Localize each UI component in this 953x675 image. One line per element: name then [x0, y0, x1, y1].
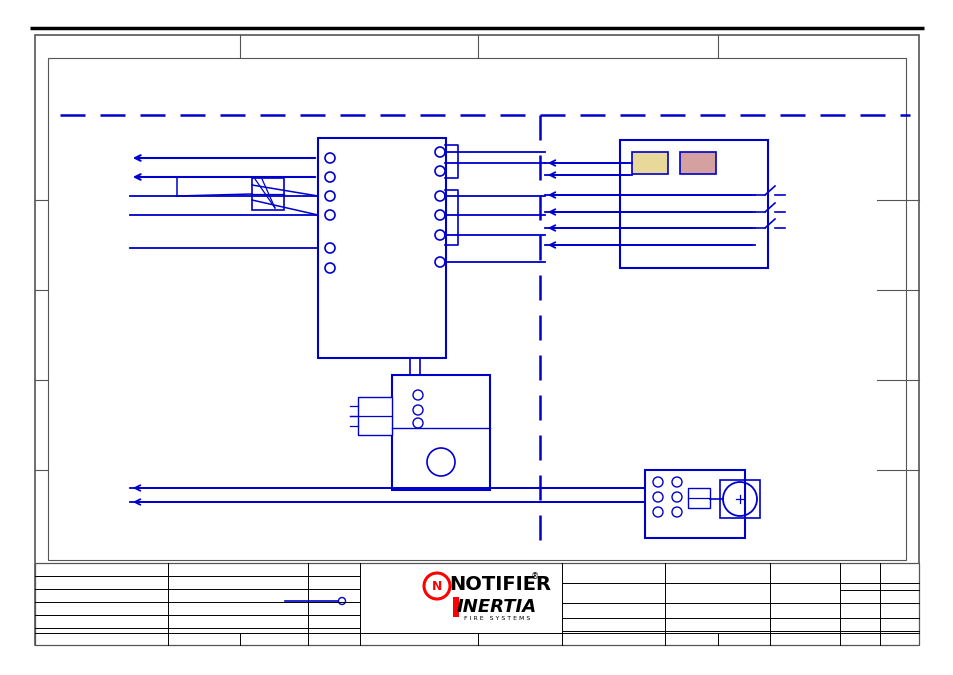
Text: NOTIFIER: NOTIFIER: [449, 576, 551, 595]
Text: N: N: [432, 580, 442, 593]
Circle shape: [423, 573, 450, 599]
Bar: [619, 140, 767, 268]
Text: F I R E   S Y S T E M S: F I R E S Y S T E M S: [463, 616, 530, 622]
Bar: [453, 597, 458, 617]
Text: INERTIA: INERTIA: [456, 598, 537, 616]
Bar: [644, 470, 744, 538]
Bar: [35, 563, 918, 645]
Bar: [720, 480, 760, 518]
Bar: [687, 488, 709, 508]
Bar: [48, 58, 905, 560]
Text: ®: ®: [530, 572, 538, 581]
Bar: [357, 397, 392, 435]
Bar: [631, 152, 667, 174]
Bar: [392, 375, 490, 490]
Bar: [679, 152, 716, 174]
Bar: [252, 178, 284, 210]
Bar: [317, 138, 446, 358]
